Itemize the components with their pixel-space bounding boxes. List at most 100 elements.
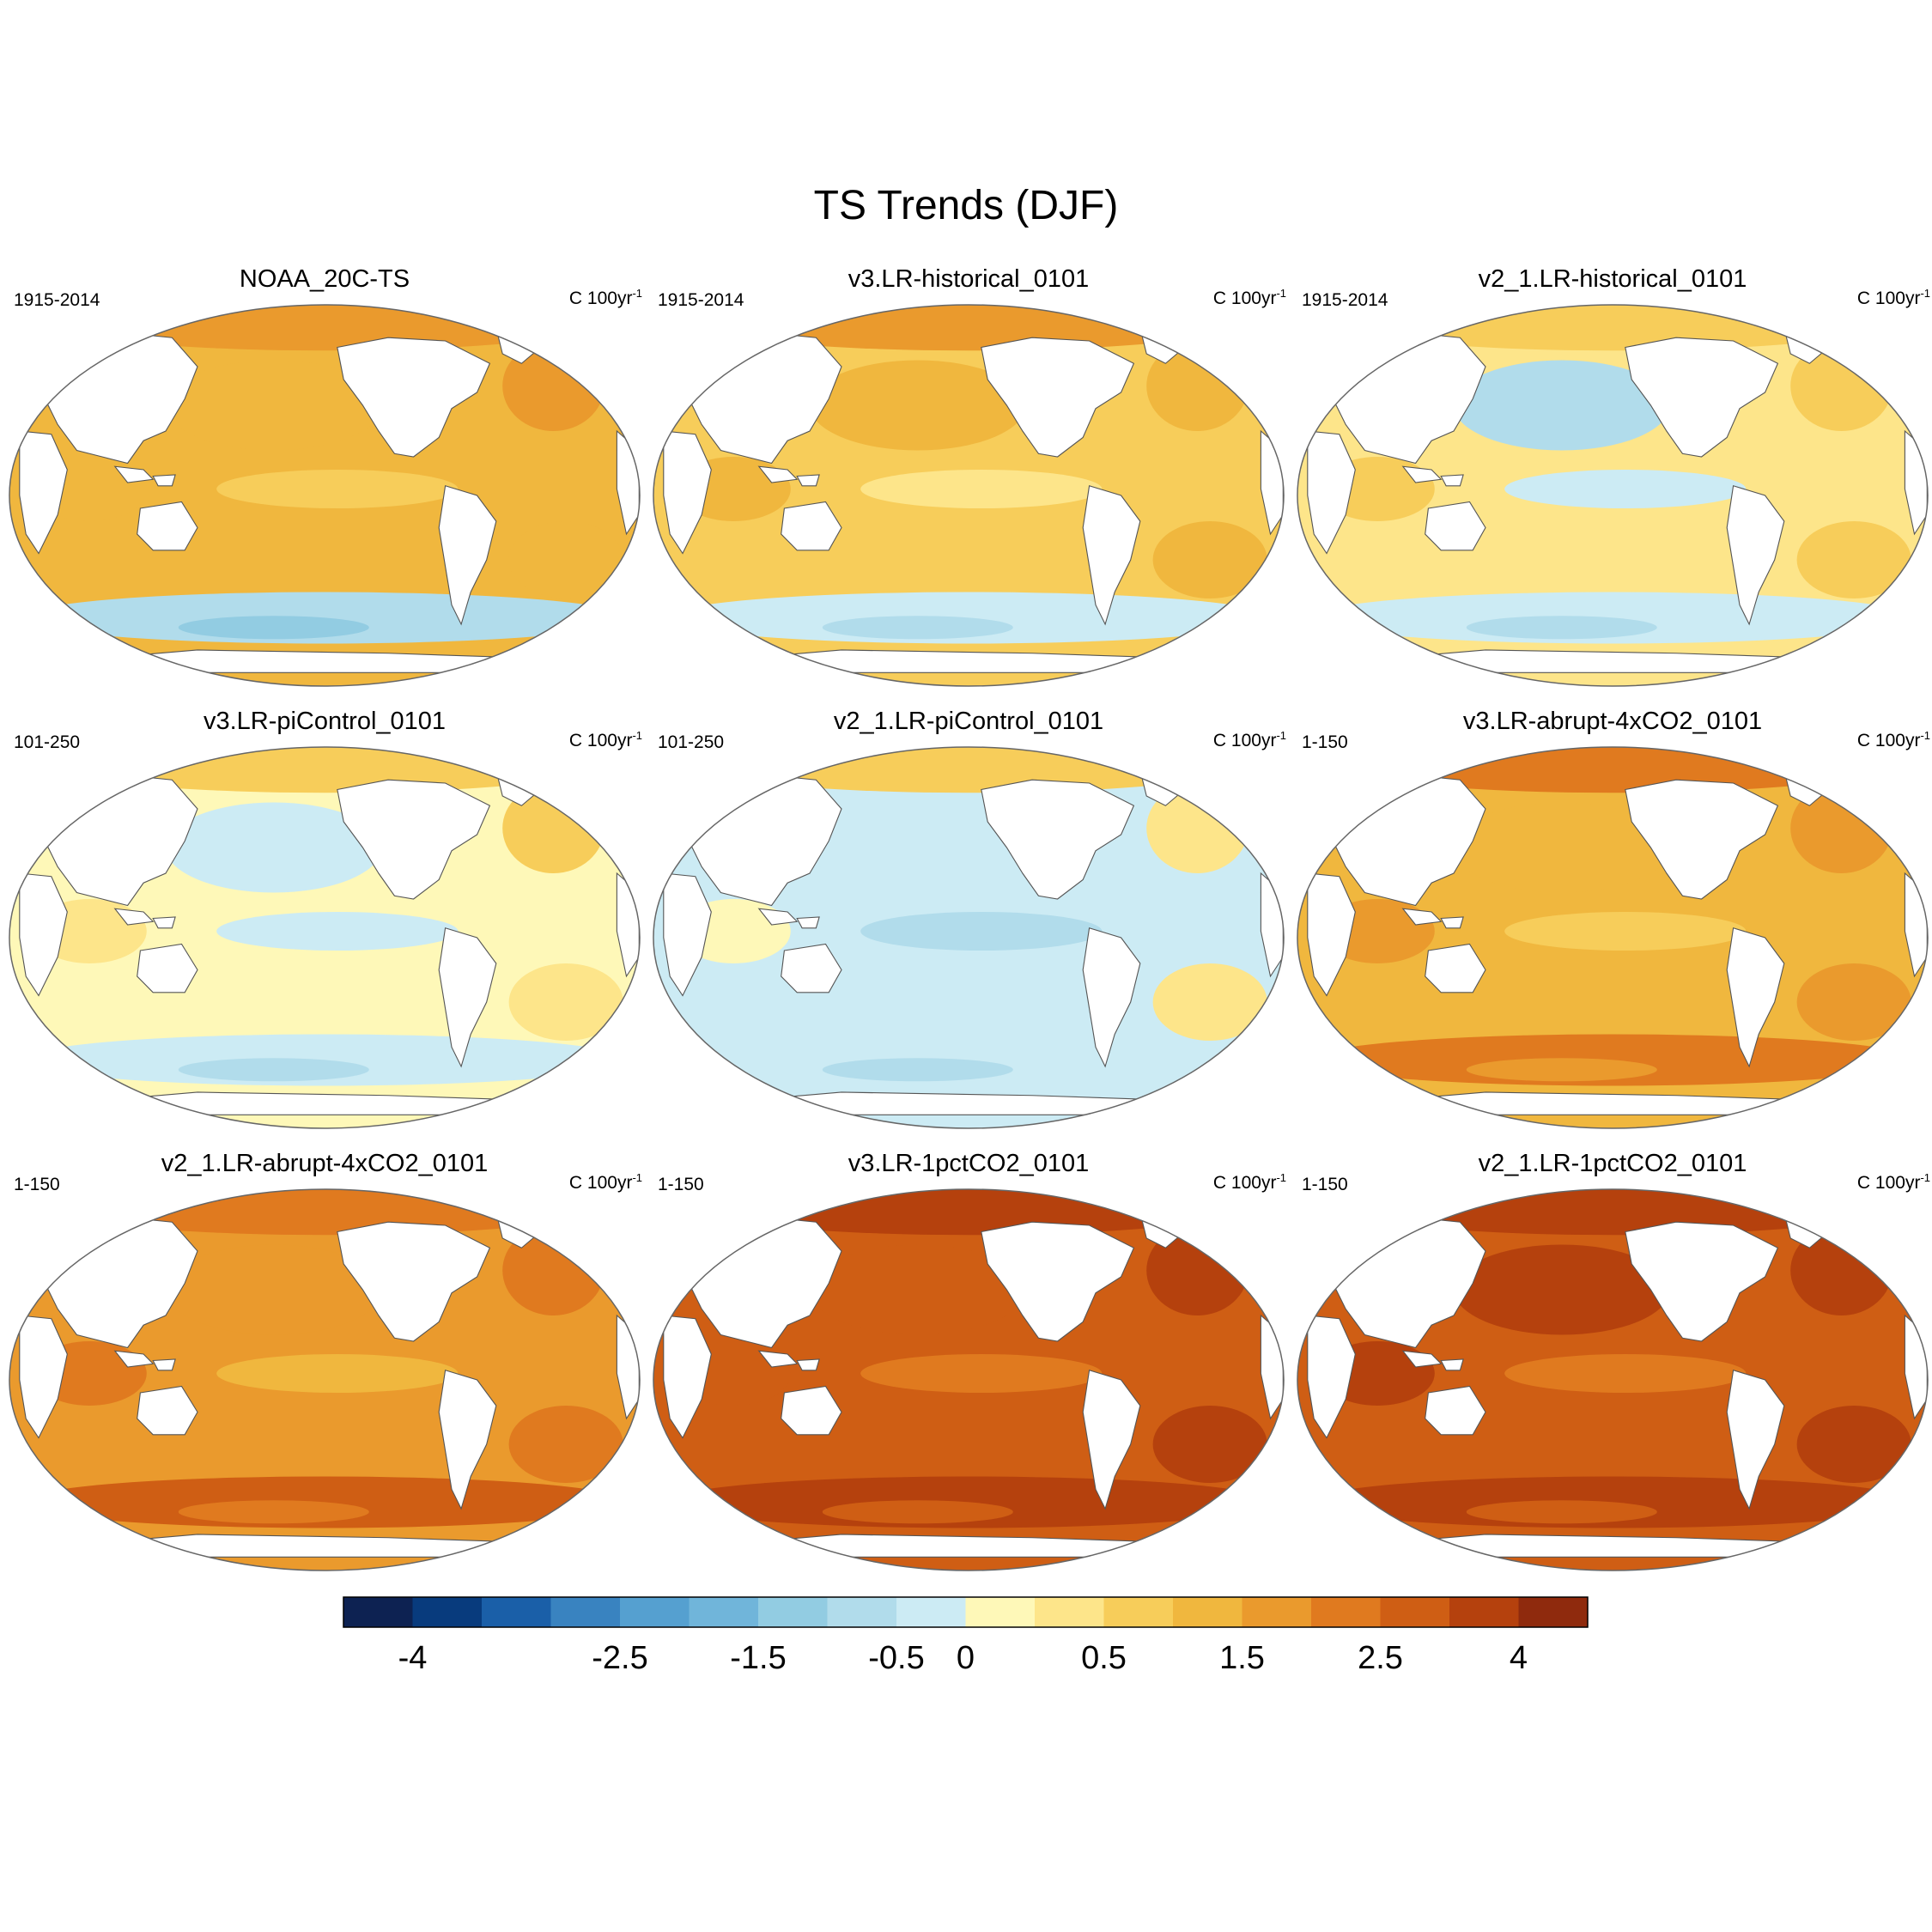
land-mask: [981, 1221, 1135, 1342]
south-atlantic-anomaly: [1796, 963, 1911, 1041]
south-atlantic-anomaly: [1152, 1406, 1267, 1483]
land-mask: [1425, 1385, 1486, 1436]
panel-title: v2_1.LR-piControl_0101: [833, 708, 1104, 735]
colorbar-tick-label: -1.5: [730, 1640, 786, 1676]
land-mask: [663, 872, 712, 997]
land-mask: [663, 430, 712, 555]
map-border: [9, 304, 641, 687]
equatorial-anomaly: [1504, 1354, 1747, 1393]
land-mask: [1726, 927, 1785, 1068]
equatorial-anomaly: [1504, 912, 1747, 951]
land-mask: [1425, 501, 1486, 551]
arctic-anomaly: [19, 1189, 630, 1236]
colorbar-tick-label: -2.5: [592, 1640, 647, 1676]
arctic-anomaly: [19, 747, 630, 793]
colorbar-box: [1518, 1597, 1588, 1627]
land-mask: [663, 1315, 712, 1439]
land-mask: [981, 337, 1135, 458]
panel-title: v3.LR-historical_0101: [848, 265, 1090, 293]
arctic-anomaly: [1307, 305, 1918, 351]
north-pacific-anomaly: [1454, 1244, 1670, 1335]
map-panel: v3.LR-1pctCO2_0101 1-150 C 100yr-1: [651, 1149, 1286, 1571]
trend-map: [653, 746, 1285, 1129]
map-panel: v3.LR-piControl_0101 101-250 C 100yr-1: [7, 707, 642, 1129]
colorbar-tick-label: -0.5: [868, 1640, 924, 1676]
arctic-anomaly: [663, 747, 1274, 793]
panel-units: C 100yr-1: [568, 729, 642, 750]
panel-units: C 100yr-1: [1856, 729, 1930, 750]
land-mask: [113, 908, 155, 926]
land-mask: [757, 908, 799, 926]
colorbar-box: [412, 1597, 482, 1627]
north-pacific-anomaly: [810, 1244, 1026, 1335]
colorbar-tick-label: 1.5: [1219, 1640, 1265, 1676]
land-mask: [1440, 916, 1464, 929]
land-mask: [337, 779, 491, 900]
southern-ocean-core: [178, 616, 369, 640]
equatorial-anomaly: [860, 470, 1103, 508]
colorbar-box: [1173, 1597, 1242, 1627]
colorbar-box: [896, 1597, 966, 1627]
land-mask: [796, 474, 820, 487]
southern-ocean-core: [822, 616, 1013, 640]
land-mask: [1625, 1221, 1779, 1342]
panel-units: C 100yr-1: [1856, 1171, 1930, 1193]
trend-map: [1297, 1188, 1929, 1571]
field-layer: [9, 305, 641, 686]
panel-units: C 100yr-1: [568, 1171, 642, 1193]
map-panel: v2_1.LR-1pctCO2_0101 1-150 C 100yr-1: [1295, 1149, 1930, 1571]
land-mask: [30, 649, 617, 673]
colorbar-tick-label: 0: [957, 1640, 975, 1676]
land-mask: [438, 485, 497, 626]
north-pacific-anomaly: [810, 360, 1026, 451]
land-mask: [1307, 872, 1356, 997]
equatorial-anomaly: [1504, 470, 1747, 508]
map-border: [653, 304, 1285, 687]
figure-title: TS Trends (DJF): [813, 183, 1119, 228]
panel-period: 101-250: [14, 732, 81, 752]
land-mask: [152, 1358, 176, 1371]
land-mask: [438, 1370, 497, 1510]
southern-ocean-core: [178, 1500, 369, 1524]
map-panel: v3.LR-abrupt-4xCO2_0101 1-150 C 100yr-1: [1295, 707, 1930, 1129]
arctic-anomaly: [663, 305, 1274, 351]
land-mask: [674, 1534, 1261, 1558]
map-border: [1297, 304, 1929, 687]
land-mask: [1625, 337, 1779, 458]
panel-units: C 100yr-1: [1212, 1171, 1286, 1193]
land-mask: [1318, 649, 1905, 673]
land-mask: [781, 501, 842, 551]
land-mask: [781, 1385, 842, 1436]
panel-title: v3.LR-1pctCO2_0101: [848, 1150, 1090, 1177]
south-atlantic-anomaly: [1796, 1406, 1911, 1483]
panel-title: v3.LR-piControl_0101: [203, 708, 447, 735]
colorbar-box: [620, 1597, 690, 1627]
south-atlantic-anomaly: [1152, 521, 1267, 598]
panel-period: 1-150: [14, 1175, 60, 1194]
land-mask: [337, 337, 491, 458]
colorbar-tick-label: 2.5: [1358, 1640, 1403, 1676]
colorbar-box: [482, 1597, 551, 1627]
trend-map: [9, 1188, 641, 1571]
panel-title: v2_1.LR-abrupt-4xCO2_0101: [161, 1150, 489, 1177]
land-mask: [19, 872, 68, 997]
panel-period: 1915-2014: [658, 290, 744, 310]
map-panel: NOAA_20C-TS 1915-2014 C 100yr-1: [7, 264, 642, 687]
colorbar-box: [1380, 1597, 1449, 1627]
land-mask: [337, 1221, 491, 1342]
southern-ocean-core: [1466, 616, 1657, 640]
map-border: [653, 746, 1285, 1129]
land-mask: [796, 916, 820, 929]
colorbar-tick-label: 0.5: [1081, 1640, 1127, 1676]
trend-map: [9, 746, 641, 1129]
land-mask: [1318, 1534, 1905, 1558]
map-border: [653, 1188, 1285, 1571]
land-mask: [152, 916, 176, 929]
panel-period: 1-150: [1302, 1175, 1348, 1194]
southern-ocean-core: [1466, 1500, 1657, 1524]
panel-units: C 100yr-1: [1856, 287, 1930, 308]
land-mask: [1082, 1370, 1141, 1510]
panel-units: C 100yr-1: [1212, 729, 1286, 750]
colorbar-box: [550, 1597, 620, 1627]
map-border: [9, 1188, 641, 1571]
